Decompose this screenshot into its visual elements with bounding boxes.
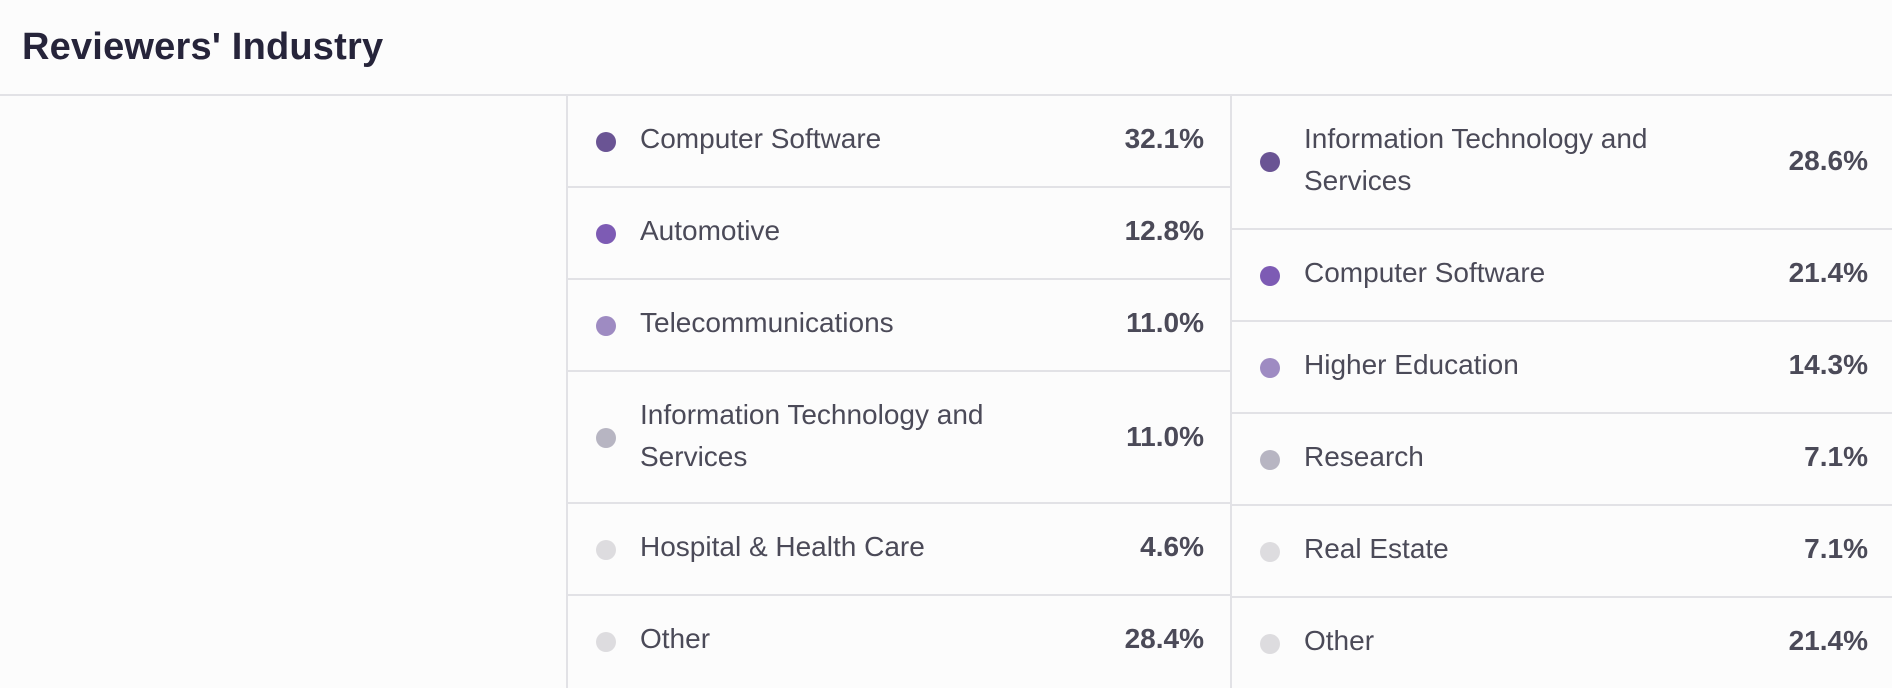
list-item: Research 7.1% [1232,414,1892,506]
industry-list-a: Computer Software 32.1% Automotive 12.8%… [566,96,1230,688]
list-item: Higher Education 14.3% [1232,322,1892,414]
industry-list-b: Information Technology and Services 28.6… [1230,96,1892,688]
industry-label: Telecommunications [640,307,894,338]
industry-label: Higher Education [1304,349,1519,380]
industry-percentage: 7.1% [1804,533,1868,564]
industry-label: Automotive [640,215,781,246]
industry-content: Computer Software 32.1% Automotive 12.8%… [0,96,1892,688]
section-header: Reviewers' Industry [0,0,1892,96]
industry-percentage: 7.1% [1804,441,1868,472]
list-item: Computer Software 32.1% [568,96,1230,188]
industry-label: Computer Software [1304,257,1546,288]
industry-label: Information Technology and Services [640,399,984,472]
legend-dot-icon [1260,450,1280,470]
list-item: Information Technology and Services 28.6… [1232,96,1892,230]
legend-dot-icon [1260,542,1280,562]
industry-percentage: 28.6% [1788,145,1868,176]
industry-percentage: 4.6% [1140,531,1204,562]
list-item: Hospital & Health Care 4.6% [568,504,1230,596]
legend-dot-icon [596,540,616,560]
legend-dot-icon [596,224,616,244]
list-item: Real Estate 7.1% [1232,506,1892,598]
list-item: Computer Software 21.4% [1232,230,1892,322]
industry-label: Other [1304,625,1375,656]
industry-label: Information Technology and Services [1304,123,1648,196]
section-title: Reviewers' Industry [22,25,384,68]
legend-dot-icon [596,632,616,652]
legend-dot-icon [1260,266,1280,286]
legend-dot-icon [1260,634,1280,654]
industry-percentage: 11.0% [1126,307,1204,338]
industry-label: Other [640,623,711,654]
legend-dot-icon [1260,152,1280,172]
industry-percentage: 14.3% [1788,349,1868,380]
industry-percentage: 12.8% [1124,215,1204,246]
industry-label: Real Estate [1304,533,1449,564]
legend-dot-icon [1260,358,1280,378]
industry-label: Research [1304,441,1424,472]
industry-percentage: 11.0% [1126,421,1204,452]
legend-dot-icon [596,132,616,152]
list-item: Telecommunications 11.0% [568,280,1230,372]
industry-label: Hospital & Health Care [640,531,925,562]
legend-dot-icon [596,428,616,448]
industry-percentage: 32.1% [1124,123,1204,154]
list-item: Other 21.4% [1232,598,1892,688]
list-item: Automotive 12.8% [568,188,1230,280]
industry-label: Computer Software [640,123,882,154]
industry-percentage: 28.4% [1124,623,1204,654]
list-item: Other 28.4% [568,596,1230,688]
industry-percentage: 21.4% [1788,257,1868,288]
list-item: Information Technology and Services 11.0… [568,372,1230,504]
chart-area-blank [0,96,566,688]
legend-dot-icon [596,316,616,336]
industry-percentage: 21.4% [1788,625,1868,656]
